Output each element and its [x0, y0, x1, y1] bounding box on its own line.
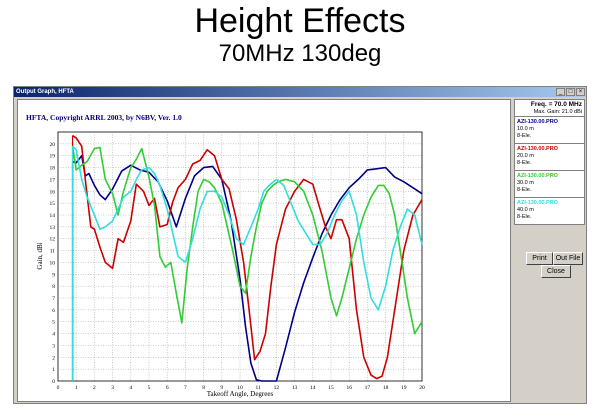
elevation-chart: HFTA, Copyright ARRL 2003, by N6BV, Ver.…	[26, 113, 425, 398]
y-tick-label: 7	[52, 296, 55, 302]
window-titlebar[interactable]: Output Graph, HFTA _ □ ×	[14, 87, 586, 97]
x-tick-label: 3	[111, 385, 114, 391]
y-axis-label: Gain, dBi	[36, 242, 44, 269]
series-line-3	[71, 146, 423, 335]
x-tick-label: 12	[274, 385, 280, 391]
x-tick-label: 17	[365, 385, 371, 391]
x-tick-label: 14	[310, 385, 316, 391]
series-line-4	[72, 145, 423, 311]
y-tick-label: 1	[52, 367, 55, 373]
info-box: Freq. = 70.0 MHz Max. Gain: 21.0 dBi AZI…	[514, 99, 585, 225]
y-tick-label: 17	[50, 177, 56, 183]
print-button[interactable]: Print	[526, 252, 553, 265]
side-panel: Freq. = 70.0 MHz Max. Gain: 21.0 dBi AZI…	[514, 99, 585, 402]
y-tick-label: 3	[52, 343, 55, 349]
close-icon[interactable]: ×	[576, 88, 585, 96]
minimize-icon[interactable]: _	[556, 88, 565, 96]
legend-item[interactable]: AZI-130.00.PRO 30.0 m 8-Ele.	[515, 171, 584, 198]
legend-name: AZI-130.00.PRO	[517, 200, 558, 206]
y-tick-label: 20	[50, 142, 56, 148]
x-tick-label: 18	[383, 385, 389, 391]
y-tick-label: 12	[50, 237, 56, 243]
output-graph-window: Output Graph, HFTA _ □ × HFTA, Copyright…	[13, 86, 587, 404]
y-tick-label: 19	[50, 154, 56, 160]
x-tick-label: 13	[292, 385, 298, 391]
y-tick-label: 2	[52, 355, 55, 361]
series-line-1	[72, 154, 423, 382]
out-file-button[interactable]: Out File	[553, 252, 583, 265]
y-tick-label: 16	[50, 189, 56, 195]
legend-item[interactable]: AZI-130.00.PRO 40.0 m 8-Ele.	[515, 198, 584, 224]
y-tick-label: 4	[52, 332, 55, 338]
legend-item[interactable]: AZI-130.00.PRO 20.0 m 8-Ele.	[515, 144, 584, 171]
y-tick-label: 11	[50, 249, 56, 255]
x-tick-label: 2	[93, 385, 96, 391]
y-tick-label: 0	[52, 379, 55, 385]
x-tick-label: 6	[166, 385, 169, 391]
y-tick-label: 9	[52, 272, 55, 278]
legend-item[interactable]: AZI-130.00.PRO 10.0 m 8-Ele.	[515, 117, 584, 144]
legend-name: AZI-130.00.PRO	[517, 146, 558, 152]
slide-subtitle: 70MHz 130deg	[218, 40, 382, 67]
legend-name: AZI-130.00.PRO	[517, 119, 558, 125]
legend-name: AZI-130.00.PRO	[517, 173, 558, 179]
series-line-2	[72, 134, 423, 380]
y-tick-label: 8	[52, 284, 55, 290]
series-lines	[71, 134, 423, 382]
x-tick-label: 11	[256, 385, 262, 391]
window-controls: _ □ ×	[556, 88, 585, 96]
y-tick-label: 10	[50, 260, 56, 266]
maximize-icon[interactable]: □	[566, 88, 575, 96]
x-tick-label: 1	[75, 385, 78, 391]
x-tick-label: 4	[129, 385, 132, 391]
legend-height: 40.0 m	[517, 207, 534, 213]
legend-antenna: 8-Ele.	[517, 160, 532, 166]
x-tick-label: 9	[220, 385, 223, 391]
x-axis-label: Takeoff Angle, Degrees	[207, 390, 274, 398]
legend-height: 20.0 m	[517, 153, 534, 159]
y-tick-label: 5	[52, 320, 55, 326]
legend-height: 10.0 m	[517, 126, 534, 132]
x-tick-label: 8	[202, 385, 205, 391]
x-tick-label: 5	[148, 385, 151, 391]
y-tick-label: 14	[50, 213, 56, 219]
y-tick-label: 15	[50, 201, 56, 207]
plot-header: HFTA, Copyright ARRL 2003, by N6BV, Ver.…	[26, 113, 182, 122]
x-tick-label: 0	[57, 385, 60, 391]
x-tick-label: 7	[184, 385, 187, 391]
x-tick-labels: 0 1 2 3 4 5 6 7 8 9 10 11 12 13 14 15 16 17 18 19 20	[57, 385, 425, 391]
plot-area: HFTA, Copyright ARRL 2003, by N6BV, Ver.…	[17, 99, 511, 402]
x-tick-label: 19	[401, 385, 407, 391]
y-tick-label: 13	[50, 225, 56, 231]
legend-antenna: 8-Ele.	[517, 187, 532, 193]
x-tick-label: 20	[419, 385, 425, 391]
close-button[interactable]: Close	[541, 265, 571, 278]
frequency-label: Freq. = 70.0 MHz	[530, 101, 582, 108]
x-tick-label: 10	[237, 385, 243, 391]
window-title: Output Graph, HFTA	[16, 89, 74, 95]
legend-antenna: 8-Ele.	[517, 214, 532, 220]
y-tick-label: 18	[50, 166, 56, 172]
max-gain-label: Max. Gain: 21.0 dBi	[515, 109, 584, 117]
legend-antenna: 8-Ele.	[517, 133, 532, 139]
y-tick-label: 6	[52, 308, 55, 314]
slide-title: Height Effects	[194, 2, 406, 40]
x-tick-label: 16	[346, 385, 352, 391]
legend-height: 30.0 m	[517, 180, 534, 186]
x-tick-label: 15	[328, 385, 334, 391]
